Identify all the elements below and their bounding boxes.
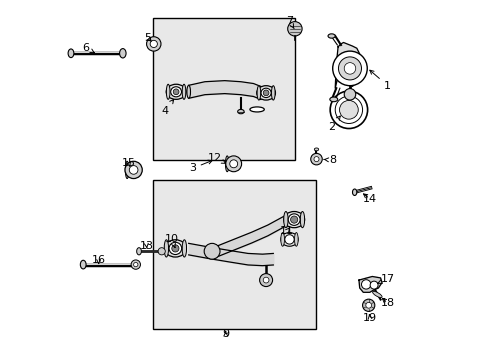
Ellipse shape: [164, 240, 168, 257]
Ellipse shape: [280, 233, 298, 246]
Ellipse shape: [261, 88, 270, 98]
Circle shape: [313, 157, 318, 162]
Ellipse shape: [257, 86, 260, 100]
Ellipse shape: [271, 86, 275, 100]
Ellipse shape: [280, 233, 284, 246]
Circle shape: [329, 91, 367, 129]
Ellipse shape: [68, 49, 74, 58]
Circle shape: [369, 281, 377, 289]
Circle shape: [259, 274, 272, 287]
Ellipse shape: [352, 189, 356, 195]
Text: 5: 5: [144, 33, 151, 43]
Circle shape: [310, 153, 322, 165]
Ellipse shape: [329, 97, 337, 102]
Circle shape: [332, 51, 366, 86]
Polygon shape: [358, 276, 381, 292]
Circle shape: [158, 248, 165, 255]
Text: 11: 11: [280, 226, 293, 236]
Circle shape: [361, 280, 370, 289]
Ellipse shape: [372, 291, 381, 298]
Text: 3: 3: [188, 160, 212, 174]
Circle shape: [263, 90, 268, 96]
Ellipse shape: [182, 84, 185, 99]
Text: 17: 17: [377, 274, 394, 284]
Ellipse shape: [327, 34, 335, 38]
Circle shape: [263, 277, 268, 283]
Ellipse shape: [300, 212, 304, 228]
Circle shape: [290, 216, 297, 223]
Text: 10: 10: [164, 234, 179, 248]
Text: 4: 4: [161, 99, 173, 116]
Circle shape: [362, 299, 374, 311]
Circle shape: [171, 245, 179, 252]
Circle shape: [133, 262, 138, 267]
Ellipse shape: [256, 86, 275, 100]
Ellipse shape: [170, 87, 181, 97]
Ellipse shape: [166, 84, 170, 99]
Ellipse shape: [120, 49, 126, 58]
Circle shape: [173, 89, 179, 95]
Ellipse shape: [80, 260, 86, 269]
Circle shape: [125, 161, 142, 179]
Ellipse shape: [164, 240, 186, 257]
Text: 6: 6: [81, 42, 94, 53]
Polygon shape: [335, 42, 361, 88]
Circle shape: [344, 89, 355, 100]
Text: 15: 15: [122, 158, 135, 168]
Ellipse shape: [249, 107, 264, 112]
Text: 1: 1: [369, 70, 390, 91]
Text: 16: 16: [92, 255, 105, 265]
Circle shape: [131, 260, 140, 269]
Ellipse shape: [287, 214, 300, 225]
Ellipse shape: [225, 156, 228, 172]
Ellipse shape: [283, 212, 287, 228]
Ellipse shape: [186, 85, 190, 98]
Circle shape: [225, 156, 241, 172]
Ellipse shape: [294, 233, 298, 246]
Bar: [152, 18, 294, 160]
Circle shape: [287, 22, 302, 36]
Circle shape: [204, 243, 220, 259]
Circle shape: [229, 160, 237, 168]
Ellipse shape: [169, 242, 182, 255]
Bar: [152, 180, 316, 329]
Circle shape: [335, 96, 362, 123]
Ellipse shape: [314, 148, 318, 151]
Text: 13: 13: [139, 240, 153, 251]
Text: 9: 9: [222, 329, 229, 339]
Ellipse shape: [258, 86, 262, 99]
Ellipse shape: [284, 235, 294, 244]
Circle shape: [150, 40, 157, 48]
Circle shape: [365, 302, 371, 308]
Text: 8: 8: [323, 155, 336, 165]
Ellipse shape: [137, 248, 141, 255]
Circle shape: [146, 37, 161, 51]
Circle shape: [129, 166, 138, 174]
Text: 18: 18: [380, 298, 394, 308]
Ellipse shape: [237, 109, 244, 114]
Ellipse shape: [182, 240, 186, 257]
Text: 19: 19: [362, 312, 376, 323]
Text: 7: 7: [285, 16, 293, 29]
Text: 12: 12: [207, 153, 225, 163]
Text: 2: 2: [327, 116, 340, 132]
Ellipse shape: [125, 161, 129, 179]
Ellipse shape: [283, 212, 304, 228]
Ellipse shape: [166, 84, 185, 99]
Circle shape: [338, 57, 361, 80]
Circle shape: [344, 63, 355, 74]
Text: 14: 14: [362, 194, 376, 204]
Circle shape: [339, 100, 358, 119]
